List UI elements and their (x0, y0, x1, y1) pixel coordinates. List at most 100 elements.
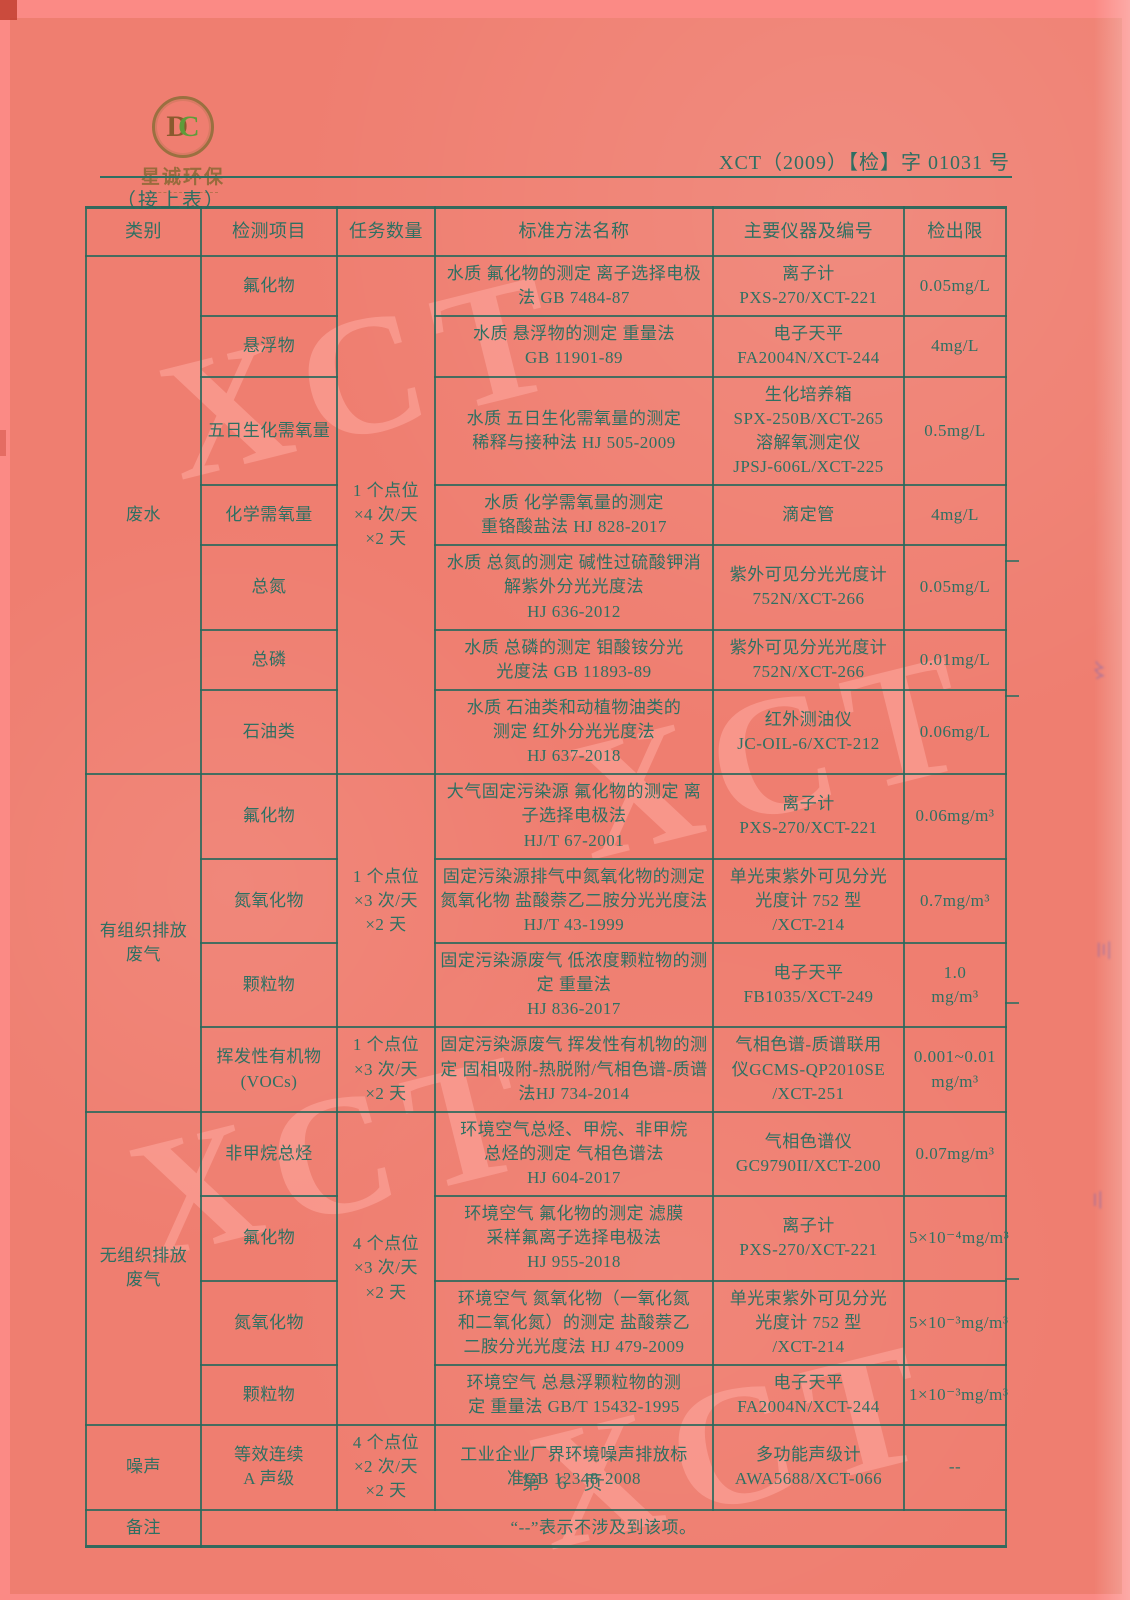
table-row: 五日生化需氧量 水质 五日生化需氧量的测定 稀释与接种法 HJ 505-2009 生… (86, 375, 1007, 486)
cell-item: 石油类 (200, 688, 338, 776)
cell-task: 4 个点位 ×3 次/天 ×2 天 (336, 1110, 436, 1427)
cell-item: 五日生化需氧量 (200, 375, 338, 486)
cell-item: 颗粒物 (200, 941, 338, 1029)
cell-item: 氮氧化物 (200, 1279, 338, 1366)
cell-limit: -- (903, 1424, 1007, 1511)
cell-instr: 电子天平 FB1035/XCT-249 (712, 941, 905, 1029)
page-number: 第 6 页 (521, 1473, 609, 1494)
cell-item: 氟化物 (200, 773, 338, 860)
cell-instr: 多功能声级计 AWA5688/XCT-066 (712, 1424, 905, 1511)
header-task-quantity: 任务数量 (336, 206, 436, 257)
table-row: 氮氧化物 环境空气 氮氧化物（一氧化氮 和二氧化氮）的测定 盐酸萘乙 二胺分光光度… (86, 1279, 1008, 1366)
cell-item: 颗粒物 (200, 1363, 338, 1427)
scan-light-strip (1094, 0, 1130, 1600)
cell-task: 4 个点位 ×2 次/天 ×2 天 (336, 1424, 436, 1511)
cell-limit: 0.7mg/m³ (903, 857, 1007, 945)
cell-item: 总氮 (200, 544, 338, 631)
cell-instr: 单光束紫外可见分光 光度计 752 型 /XCT-214 (712, 1279, 905, 1366)
logo-monogram-left: D (166, 110, 188, 143)
table-row: 有组织排放 废气 氟化物 1 个点位 ×3 次/天 ×2 天 大气固定污染源 氟化物的… (85, 773, 1007, 1113)
cell-method: 大气固定污染源 氟化物的测定 离子选择电极法 HJ/T 67-2001 (434, 773, 714, 860)
table-header-row: 类别 检测项目 任务数量 标准方法名称 主要仪器及编号 检出限 (85, 206, 1007, 257)
cell-method: 固定污染源废气 低浓度颗粒物的测定 重量法 HJ 836-2017 (434, 941, 714, 1029)
scan-edge-artifact (0, 430, 6, 456)
cell-limit: 1×10⁻³mg/m³ (903, 1363, 1008, 1427)
cell-limit: 0.06mg/L (903, 688, 1007, 776)
cell-item: 挥发性有机物 (VOCs) (200, 1026, 338, 1113)
bleed-through-mark: 〣 (1090, 940, 1112, 966)
table-row: 挥发性有机物 (VOCs) 1 个点位 ×3 次/天 ×2 天固定污染源废气 挥发… (86, 1026, 1007, 1113)
scan-corner-artifact (0, 0, 17, 20)
logo-monogram-right: C (178, 110, 200, 143)
cell-task: 1 个点位 ×4 次/天 ×2 天 (336, 254, 436, 776)
cell-instr: 单光束紫外可见分光 光度计 752 型 /XCT-214 (712, 857, 905, 945)
cell-item: 总磷 (200, 628, 338, 691)
cell-limit: 0.01mg/L (903, 628, 1007, 691)
cell-method: 水质 五日生化需氧量的测定 稀释与接种法 HJ 505-2009 (434, 375, 714, 486)
cell-method: 水质 总磷的测定 钼酸铵分光 光度法 GB 11893-89 (434, 628, 714, 691)
table-row: 化学需氧量 水质 化学需氧量的测定 重铬酸盐法 HJ 828-2017 滴定管 4mg… (86, 483, 1007, 547)
scan-line-artifact (1005, 560, 1019, 562)
cell-item: 氟化物 (200, 1195, 338, 1282)
header-test-item: 检测项目 (200, 206, 338, 257)
cell-limit: 0.001~0.01 mg/m³ (903, 1026, 1007, 1113)
cell-task: 1 个点位 ×3 次/天 ×2 天 (336, 1026, 436, 1113)
bleed-through-mark: 〻 (1086, 660, 1108, 686)
category-cell-fugitive-exhaust: 无组织排放 废气 (85, 1110, 202, 1427)
cell-instr: 离子计 PXS-270/XCT-221 (712, 1195, 905, 1282)
cell-instr: 滴定管 (712, 483, 905, 547)
cell-item: 悬浮物 (200, 315, 338, 378)
cell-instr: 紫外可见分光光度计 752N/XCT-266 (712, 628, 905, 691)
cell-limit: 0.05mg/L (903, 544, 1007, 631)
scan-line-artifact (1005, 1278, 1019, 1280)
table-row: 总氮 水质 总氮的测定 碱性过硫酸钾消解紫外分光光度法 HJ 636-2012 紫外… (86, 544, 1007, 631)
document-number: XCT（2009）【检】字 01031 号 (719, 152, 1010, 174)
cell-limit: 5×10⁻⁴mg/m³ (903, 1195, 1009, 1282)
table-row: 氮氧化物 固定污染源排气中氮氧化物的测定 氮氧化物 盐酸萘乙二胺分光光度法 HJ/… (86, 857, 1007, 945)
cell-limit: 0.5mg/L (903, 375, 1007, 486)
cell-method: 水质 悬浮物的测定 重量法 GB 11901-89 (434, 315, 714, 378)
category-cell-noise: 噪声 (85, 1424, 202, 1511)
bleed-through-mark: 〢 (1084, 1190, 1106, 1216)
cell-limit: 4mg/L (903, 315, 1007, 378)
header-instrument: 主要仪器及编号 (712, 206, 905, 257)
table-row: 总磷 水质 总磷的测定 钼酸铵分光 光度法 GB 11893-89 紫外可见分光光度… (86, 628, 1007, 691)
cell-instr: 电子天平 FA2004N/XCT-244 (712, 315, 905, 378)
cell-limit: 0.05mg/L (903, 254, 1007, 318)
cell-method: 固定污染源排气中氮氧化物的测定 氮氧化物 盐酸萘乙二胺分光光度法 HJ/T 43… (434, 857, 714, 945)
cell-method: 固定污染源废气 挥发性有机物的测定 固相吸附-热脱附/气相色谱-质谱法HJ 73… (434, 1026, 714, 1113)
scan-line-artifact (1005, 1002, 1019, 1004)
cell-method: 水质 氟化物的测定 离子选择电极法 GB 7484-87 (434, 254, 714, 318)
cell-instr: 生化培养箱 SPX-250B/XCT-265 溶解氧测定仪 JPSJ-606L/… (712, 375, 905, 486)
table-row: 无组织排放 废气 非甲烷总烃 4 个点位 ×3 次/天 ×2 天环境空气总烃、甲烷、… (85, 1110, 1007, 1427)
company-logo: D C 星诚环保 (128, 96, 238, 196)
cell-instr: 离子计 PXS-270/XCT-221 (712, 254, 905, 318)
cell-method: 环境空气 氮氧化物（一氧化氮 和二氧化氮）的测定 盐酸萘乙 二胺分光光度法 HJ… (434, 1279, 714, 1366)
category-cell-wastewater: 废水 (85, 254, 202, 776)
cell-instr: 电子天平 FA2004N/XCT-244 (712, 1363, 905, 1427)
logo-tagline-rule (148, 192, 218, 196)
table-row: 噪声 等效连续 A 声级 4 个点位 ×2 次/天 ×2 天工业企业厂界环境噪声排放… (85, 1424, 1007, 1511)
cell-instr: 气相色谱仪 GC9790II/XCT-200 (712, 1110, 905, 1198)
cell-limit: 4mg/L (903, 483, 1007, 547)
report-table-body: 废水 氟化物 1 个点位 ×4 次/天 ×2 天水质 氟化物的测定 离子选择电极法 … (85, 254, 1009, 1548)
cell-limit: 1.0 mg/m³ (903, 941, 1007, 1029)
header-detection-limit: 检出限 (903, 206, 1007, 257)
category-cell-organized-exhaust: 有组织排放 废气 (85, 773, 202, 1113)
table-row: 石油类 水质 石油类和动植物油类的 测定 红外分光光度法 HJ 637-2018 红… (86, 688, 1007, 776)
cell-limit: 0.06mg/m³ (903, 773, 1007, 860)
cell-method: 水质 化学需氧量的测定 重铬酸盐法 HJ 828-2017 (434, 483, 714, 547)
scan-line-artifact (1005, 695, 1019, 697)
table-row: 废水 氟化物 1 个点位 ×4 次/天 ×2 天水质 氟化物的测定 离子选择电极法 … (85, 254, 1007, 776)
cell-item: 化学需氧量 (200, 483, 338, 547)
remark-text-cell: “--”表示不涉及到该项。 (200, 1508, 1007, 1548)
cell-method: 环境空气总烃、甲烷、非甲烷 总烃的测定 气相色谱法 HJ 604-2017 (434, 1110, 714, 1198)
logo-emblem-icon: D C (152, 96, 214, 158)
cell-instr: 紫外可见分光光度计 752N/XCT-266 (712, 544, 905, 631)
table-row: 氟化物 环境空气 氟化物的测定 滤膜 采样氟离子选择电极法 HJ 955-2018… (86, 1195, 1009, 1282)
header-category: 类别 (85, 206, 202, 257)
table-row: 颗粒物 固定污染源废气 低浓度颗粒物的测定 重量法 HJ 836-2017 电子天平… (86, 941, 1007, 1029)
table-row: 颗粒物 环境空气 总悬浮颗粒物的测 定 重量法 GB/T 15432-1995 电子… (86, 1363, 1008, 1427)
remark-label-cell: 备注 (85, 1508, 202, 1548)
cell-method: 水质 总氮的测定 碱性过硫酸钾消解紫外分光光度法 HJ 636-2012 (434, 544, 714, 631)
